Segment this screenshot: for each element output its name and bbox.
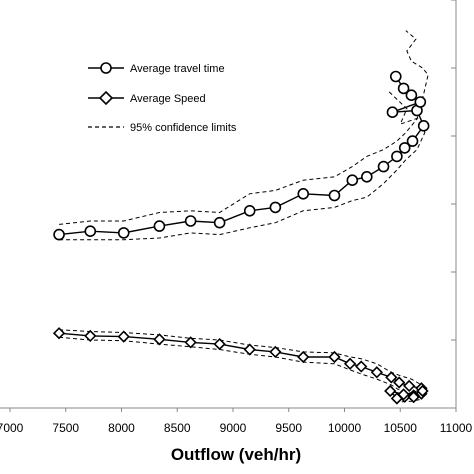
data-point-diamond xyxy=(269,345,282,359)
data-point-circle xyxy=(297,188,310,200)
plot-frame xyxy=(0,0,457,412)
confidence-limits xyxy=(59,30,429,403)
legend-label-confidence: 95% confidence limits xyxy=(130,122,237,134)
data-point-circle xyxy=(377,160,390,173)
data-point-diamond xyxy=(184,336,197,349)
data-point-diamond xyxy=(297,350,310,364)
confidence-limit-line xyxy=(59,30,429,225)
data-point-circle xyxy=(328,189,341,202)
series-average-speed xyxy=(52,327,429,405)
data-point-circle xyxy=(243,205,256,217)
data-point-diamond xyxy=(213,337,226,351)
data-point-diamond xyxy=(343,357,357,370)
data-point-circle xyxy=(417,120,430,132)
data-point-diamond xyxy=(416,384,429,398)
legend-marker-diamond xyxy=(98,90,114,106)
series-average-travel-time xyxy=(53,70,430,241)
data-point-circle xyxy=(398,142,411,154)
data-point-diamond xyxy=(117,330,130,343)
data-point-circle xyxy=(389,70,402,83)
x-tick-label: 9000 xyxy=(220,421,247,435)
data-point-circle xyxy=(391,150,403,163)
data-point-diamond xyxy=(52,327,66,340)
data-point-diamond xyxy=(407,390,420,404)
data-point-diamond xyxy=(84,329,97,343)
x-tick-label: 10000 xyxy=(328,421,362,435)
data-point-circle xyxy=(269,201,282,214)
series-line xyxy=(59,332,423,400)
data-point-circle xyxy=(397,82,410,95)
x-tick-label: 8500 xyxy=(164,421,191,435)
x-tick-label: 7000 xyxy=(0,421,24,435)
x-tick-labels: 7000 7500 8000 8500 9000 9500 10000 10500 11000 xyxy=(0,421,473,435)
data-point-circle xyxy=(117,227,130,239)
data-point-diamond xyxy=(328,350,341,364)
data-point-diamond xyxy=(370,366,383,379)
x-tick-label: 7500 xyxy=(52,421,79,435)
confidence-limit-line xyxy=(59,329,424,395)
data-point-circle xyxy=(360,171,373,183)
data-point-circle xyxy=(184,215,197,227)
data-point-diamond xyxy=(403,379,416,393)
data-point-diamond xyxy=(384,384,397,398)
data-point-circle xyxy=(84,225,97,237)
data-point-diamond xyxy=(397,388,410,401)
data-point-diamond xyxy=(153,333,166,346)
data-point-diamond xyxy=(393,376,406,389)
data-point-diamond xyxy=(385,371,398,384)
legend-label-speed: Average Speed xyxy=(130,93,206,105)
x-tick-label: 8000 xyxy=(108,421,135,435)
data-point-circle xyxy=(346,174,359,186)
data-point-circle xyxy=(406,135,419,147)
x-tick-label: 9500 xyxy=(275,421,302,435)
x-tick-label: 10500 xyxy=(384,421,418,435)
data-point-circle xyxy=(153,220,166,232)
x-axis-label: Outflow (veh/hr) xyxy=(171,445,301,464)
data-point-diamond xyxy=(243,343,256,356)
data-point-circle xyxy=(386,106,399,118)
confidence-limit-line xyxy=(59,91,426,241)
x-tick-label: 11000 xyxy=(440,421,473,435)
data-point-circle xyxy=(405,89,418,101)
data-point-circle xyxy=(414,96,427,108)
confidence-limit-line xyxy=(59,336,422,403)
legend-marker-circle xyxy=(100,62,112,74)
legend-label-travel-time: Average travel time xyxy=(130,63,225,75)
data-point-circle xyxy=(53,228,65,241)
series-layer xyxy=(52,70,430,405)
data-point-diamond xyxy=(355,360,368,373)
data-point-circle xyxy=(213,216,226,229)
legend: Average travel time Average Speed 95% co… xyxy=(88,62,237,134)
